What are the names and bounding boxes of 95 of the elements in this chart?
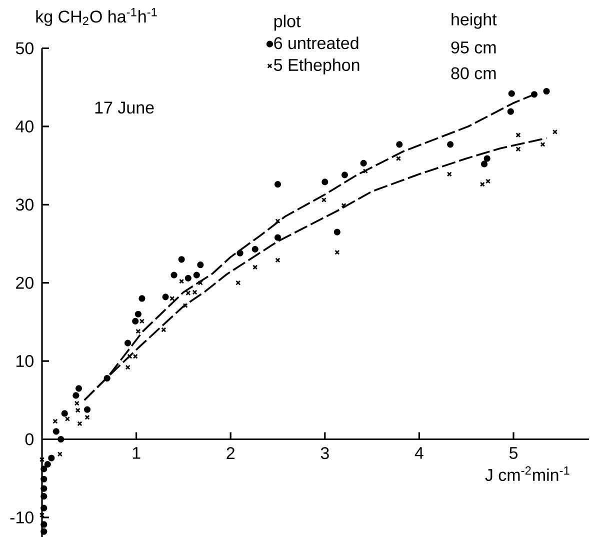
point — [484, 155, 490, 162]
annotation: 17 June — [95, 102, 154, 114]
point — [540, 142, 546, 147]
point — [179, 278, 184, 284]
point — [446, 172, 452, 177]
point — [396, 156, 401, 162]
y-tick-label: 40 — [16, 120, 34, 132]
point — [236, 250, 244, 256]
point — [552, 129, 558, 134]
point — [162, 294, 169, 300]
y-tick-label: 0 — [25, 433, 34, 446]
x-axis-title: J cm$^{-2}$min$^{-1}$ — [485, 466, 570, 482]
point — [40, 493, 48, 500]
point — [72, 392, 80, 399]
point — [40, 466, 48, 472]
y-tick-label: 30 — [16, 198, 34, 211]
point — [48, 454, 55, 462]
point — [170, 272, 178, 278]
point — [138, 295, 146, 302]
point — [124, 340, 132, 346]
point — [274, 234, 282, 241]
point — [58, 436, 64, 443]
point — [44, 460, 51, 468]
point — [139, 318, 144, 324]
point — [447, 141, 454, 148]
point — [178, 256, 185, 263]
point — [75, 385, 82, 392]
point — [170, 296, 175, 302]
point — [40, 504, 48, 512]
text: height — [452, 12, 497, 29]
point — [321, 197, 326, 202]
point — [134, 310, 142, 318]
point — [360, 160, 367, 166]
point — [77, 421, 82, 426]
point — [543, 88, 550, 95]
point — [40, 528, 48, 535]
point — [275, 258, 280, 263]
point — [40, 521, 48, 528]
point — [74, 400, 80, 406]
point — [480, 182, 485, 187]
point — [52, 428, 60, 435]
point — [132, 318, 139, 324]
point — [52, 418, 58, 424]
point — [40, 476, 48, 482]
point — [252, 246, 258, 253]
point — [57, 452, 62, 457]
point — [104, 374, 110, 382]
x-tick-label: 5 — [509, 447, 518, 459]
point — [334, 228, 340, 236]
y-tick-label: 10 — [16, 355, 34, 368]
point — [84, 406, 91, 413]
point — [75, 408, 80, 413]
point — [39, 457, 45, 462]
y-tick-label: 50 — [16, 42, 34, 54]
point — [136, 328, 141, 334]
x-tick-label: 1 — [132, 447, 140, 459]
x-tick-label: 3 — [320, 447, 329, 460]
point — [508, 90, 515, 97]
point — [193, 272, 200, 278]
point — [161, 327, 166, 332]
x-tick-label: 2 — [226, 447, 234, 459]
point — [64, 416, 70, 422]
point — [198, 280, 203, 286]
legend-label: 5 Ethephon — [274, 58, 360, 74]
point — [275, 218, 280, 224]
point — [125, 364, 130, 370]
x-tick-label: 4 — [414, 447, 424, 459]
point — [480, 160, 488, 168]
point — [334, 250, 340, 255]
legend-title: plot — [274, 14, 301, 31]
point — [252, 264, 258, 270]
point — [184, 274, 192, 282]
legend-label: 6 untreated — [274, 36, 358, 50]
point — [362, 168, 368, 174]
point — [516, 132, 521, 138]
point — [530, 91, 538, 98]
point — [84, 414, 90, 420]
point — [236, 280, 241, 286]
point — [61, 410, 68, 417]
point — [197, 262, 204, 268]
y-tick-label: -10 — [10, 511, 34, 524]
point — [341, 172, 348, 178]
point — [322, 178, 328, 186]
point — [507, 108, 514, 115]
point — [341, 202, 346, 208]
point — [274, 181, 282, 188]
y-axis-title: kg CH$_{2}$O ha$^{-1}$h$^{-1}$ — [36, 8, 157, 26]
point — [516, 146, 521, 152]
point — [396, 141, 403, 148]
point — [182, 302, 188, 308]
point — [486, 178, 491, 184]
y-tick-label: 20 — [16, 276, 34, 289]
annotation: 95 cm — [451, 41, 496, 54]
point — [40, 485, 48, 492]
annotation: 80 cm — [451, 67, 496, 80]
